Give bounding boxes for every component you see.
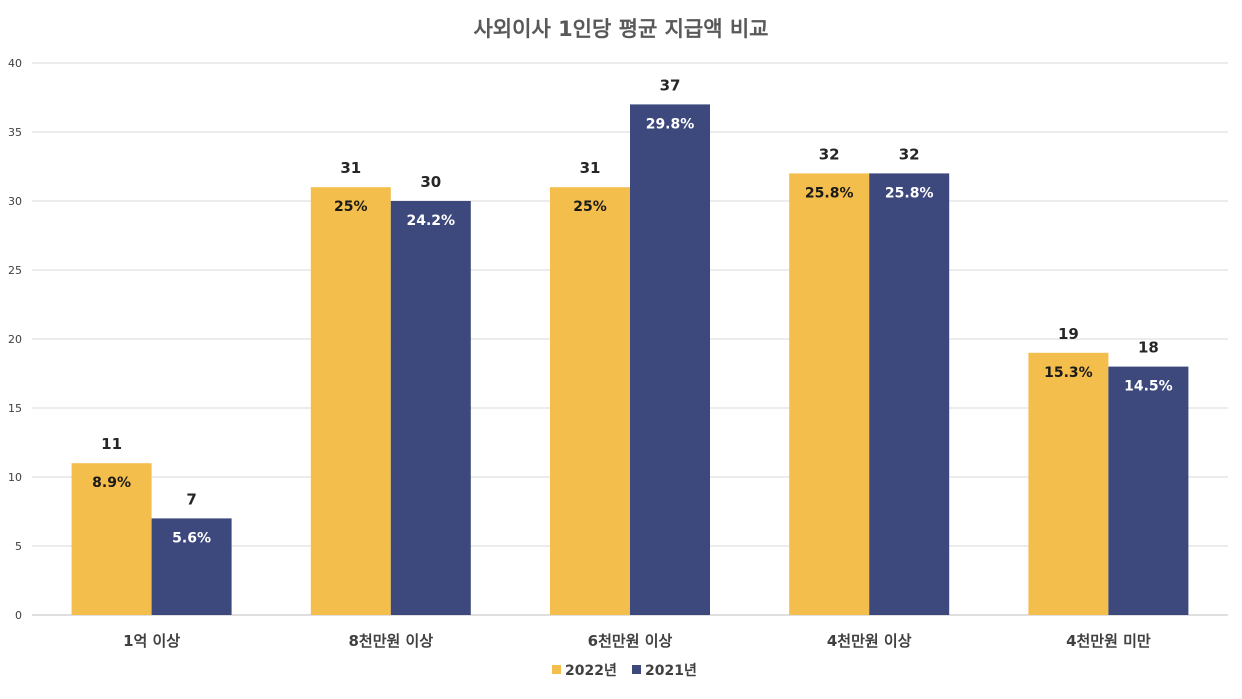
bar-value-label: 7 bbox=[186, 490, 196, 508]
bar-percent-label: 15.3% bbox=[1044, 365, 1093, 381]
bar bbox=[71, 463, 152, 615]
bar-value-label: 37 bbox=[660, 76, 681, 94]
bar-value-label: 32 bbox=[819, 145, 840, 163]
bars bbox=[71, 104, 1189, 616]
bar-percent-label: 14.5% bbox=[1124, 379, 1173, 395]
bar-percent-label: 29.8% bbox=[646, 116, 695, 132]
data-labels: 11 8.9% 7 5.6% 31 25% 30 24.2% 31 25% 37 29.8% 32 25.… bbox=[92, 76, 1173, 546]
bar bbox=[550, 187, 630, 615]
y-tick-label: 10 bbox=[8, 471, 22, 484]
bar-percent-label: 8.9% bbox=[92, 475, 131, 491]
bar-value-label: 30 bbox=[420, 173, 441, 191]
x-tick-label: 6천만원 이상 bbox=[588, 632, 673, 650]
bar-percent-label: 25% bbox=[573, 199, 607, 215]
bar-value-label: 19 bbox=[1058, 325, 1079, 343]
x-tick-label: 8천만원 이상 bbox=[348, 632, 433, 650]
legend-swatch bbox=[632, 665, 641, 674]
legend: 2022년 2021년 bbox=[552, 663, 697, 679]
bar-percent-label: 24.2% bbox=[407, 213, 456, 229]
y-tick-label: 25 bbox=[8, 264, 22, 277]
y-tick-label: 35 bbox=[8, 126, 22, 139]
y-tick-label: 0 bbox=[15, 609, 22, 622]
x-tick-label: 4천만원 이상 bbox=[827, 632, 912, 650]
bar bbox=[869, 173, 950, 615]
bar-value-label: 31 bbox=[580, 159, 601, 177]
chart-title: 사외이사 1인당 평균 지급액 비교 bbox=[473, 17, 768, 41]
bar bbox=[1028, 352, 1109, 615]
bar bbox=[390, 201, 471, 615]
bar bbox=[151, 518, 232, 615]
bar-value-label: 11 bbox=[101, 435, 122, 453]
bar bbox=[1108, 366, 1189, 615]
bar-value-label: 31 bbox=[340, 159, 361, 177]
bar bbox=[630, 104, 710, 616]
bar bbox=[789, 173, 870, 615]
y-tick-label: 15 bbox=[8, 402, 22, 415]
y-tick-label: 30 bbox=[8, 195, 22, 208]
y-tick-label: 20 bbox=[8, 333, 22, 346]
bar-percent-label: 5.6% bbox=[172, 530, 211, 546]
x-tick-label: 1억 이상 bbox=[123, 632, 180, 650]
bar-percent-label: 25.8% bbox=[885, 185, 934, 201]
y-axis-ticks: 0 5 10 15 20 25 30 35 40 bbox=[8, 57, 22, 622]
bar-value-label: 18 bbox=[1138, 339, 1159, 357]
bar-percent-label: 25.8% bbox=[805, 185, 854, 201]
bar-percent-label: 25% bbox=[334, 199, 368, 215]
y-tick-label: 40 bbox=[8, 57, 22, 70]
legend-label: 2022년 bbox=[565, 663, 617, 679]
legend-swatch bbox=[552, 665, 561, 674]
bar-value-label: 32 bbox=[899, 145, 920, 163]
legend-label: 2021년 bbox=[645, 663, 697, 679]
y-tick-label: 5 bbox=[15, 540, 22, 553]
x-tick-label: 4천만원 미만 bbox=[1066, 632, 1151, 650]
bar bbox=[310, 187, 391, 615]
x-axis-ticks: 1억 이상 8천만원 이상 6천만원 이상 4천만원 이상 4천만원 미만 bbox=[123, 632, 1151, 650]
